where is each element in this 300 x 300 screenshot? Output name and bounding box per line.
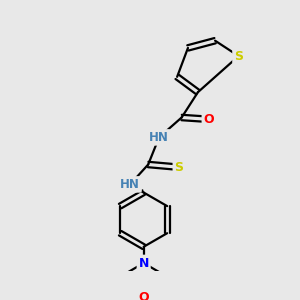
Text: S: S <box>174 161 183 174</box>
Text: HN: HN <box>149 131 169 144</box>
Text: S: S <box>234 50 243 62</box>
Text: N: N <box>139 256 149 269</box>
Text: HN: HN <box>120 178 140 191</box>
Text: O: O <box>203 113 214 126</box>
Text: O: O <box>138 291 149 300</box>
